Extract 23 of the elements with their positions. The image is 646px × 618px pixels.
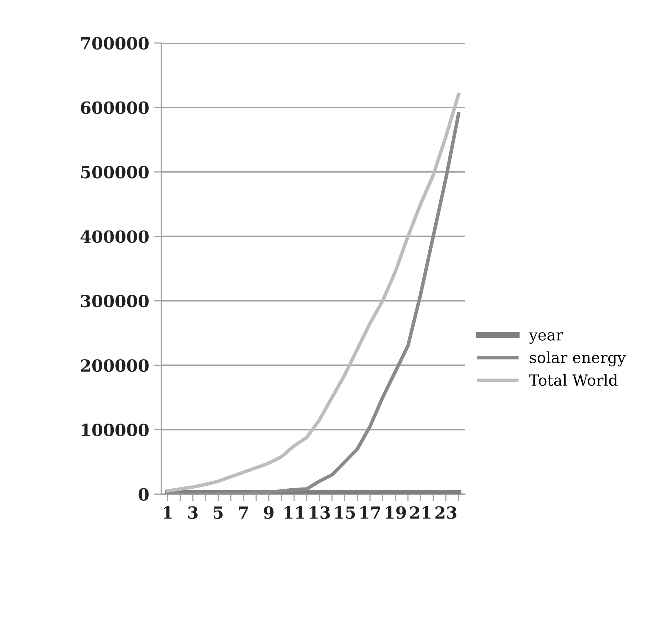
legend-label: Total World bbox=[529, 374, 618, 386]
x-tick-label: 9 bbox=[264, 506, 274, 520]
x-tick-label: 3 bbox=[188, 506, 198, 520]
x-tick-label: 21 bbox=[410, 506, 431, 519]
y-tick-label: 200000 bbox=[81, 359, 149, 372]
legend-label: solar energy bbox=[530, 352, 626, 367]
legend-label: year bbox=[529, 332, 564, 344]
x-tick-label: 19 bbox=[386, 506, 406, 520]
x-tick-label: 5 bbox=[214, 506, 223, 520]
y-tick-label: 700000 bbox=[81, 37, 149, 50]
y-tick-label: 300000 bbox=[81, 295, 149, 308]
x-tick-label: 7 bbox=[239, 506, 248, 519]
y-tick-label: 500000 bbox=[81, 166, 149, 179]
y-tick-label: 600000 bbox=[81, 102, 149, 114]
x-tick-label: 23 bbox=[436, 506, 457, 520]
y-tick-label: 100000 bbox=[82, 424, 149, 437]
y-tick-label: 0 bbox=[138, 488, 149, 501]
x-tick-label: 11 bbox=[284, 506, 304, 519]
x-tick-label: 15 bbox=[335, 506, 356, 520]
x-tick-label: 13 bbox=[310, 506, 330, 520]
x-tick-label: 1 bbox=[164, 506, 172, 519]
y-tick-label: 400000 bbox=[80, 230, 149, 244]
x-tick-label: 17 bbox=[360, 506, 380, 519]
